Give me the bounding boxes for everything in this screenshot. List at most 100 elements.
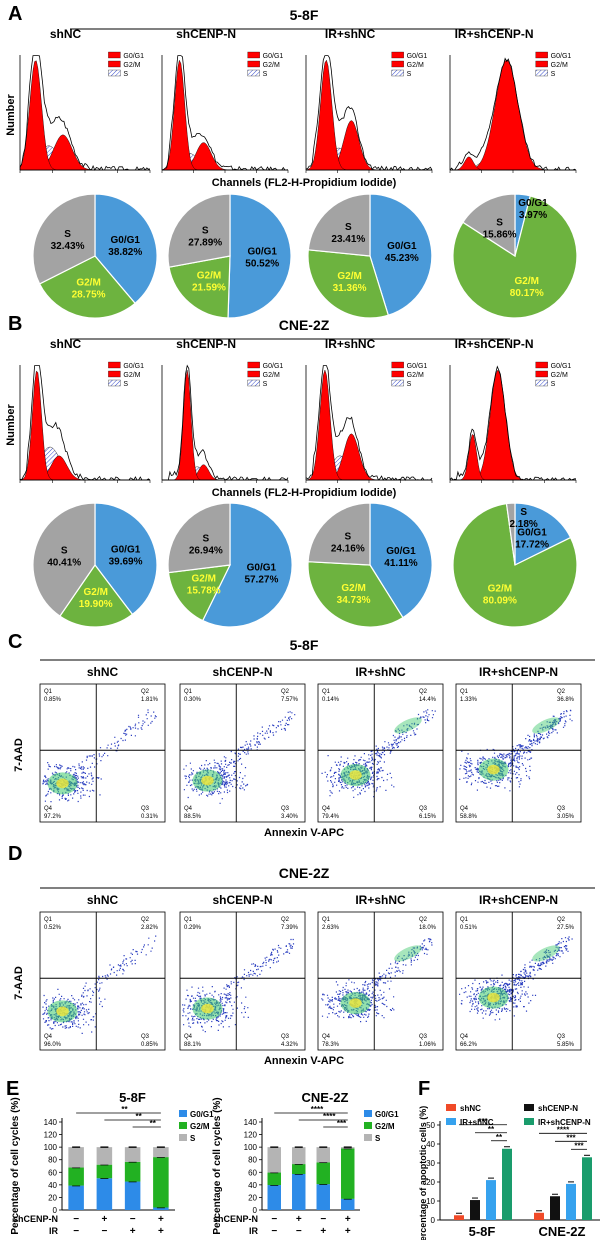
slice-percent-label: 40.41%	[47, 557, 81, 568]
q3-name: Q3	[419, 806, 428, 812]
pie-slice-s	[307, 502, 371, 566]
legend-swatch	[179, 1110, 187, 1117]
histogram-envelope	[161, 55, 289, 171]
legend-label: S	[375, 1134, 381, 1143]
legend-label: G2/M	[551, 372, 568, 379]
legend-label: G0/G1	[375, 1110, 399, 1119]
density-peak	[349, 770, 362, 780]
histogram-ir-shcenp-n: IR+shCENP-N G0/G1 G2/M S	[449, 27, 577, 173]
pie-slice-g0g1	[514, 502, 572, 566]
legend-label: G2/M	[375, 1122, 395, 1131]
y-axis-label: 7-AAD	[13, 738, 25, 772]
slice-percent-label: 3.97%	[519, 210, 547, 221]
pie-slice-g2m	[167, 564, 232, 622]
group-label: IR+shNC	[325, 27, 376, 41]
slice-phase-label: G0/G1	[518, 198, 548, 209]
slice-percent-label: 17.72%	[515, 540, 549, 551]
slice-phase-label: S	[203, 534, 210, 545]
slice-phase-label: G2/M	[76, 278, 100, 289]
slice-phase-label: S	[520, 507, 527, 518]
legend-swatch	[524, 1104, 534, 1111]
condition-mark: +	[158, 1214, 164, 1225]
legend-label: G0/G1	[123, 363, 144, 370]
bar-shcenp-n	[470, 1200, 480, 1220]
flow-plot-ir-shcenp-n: IR+shCENP-N Q1 0.51% Q2 27.5% Q4 66.2% Q3 5.85%	[455, 893, 582, 1051]
legend-swatch	[247, 370, 260, 378]
q3-name: Q3	[557, 806, 566, 812]
legend-label: G2/M	[263, 62, 280, 69]
q4-name: Q4	[184, 806, 193, 812]
slice-phase-label: G0/G1	[517, 528, 547, 539]
pie-slice-g2m	[452, 502, 578, 628]
density-q2	[394, 717, 422, 734]
q2-value: 18.0%	[419, 925, 437, 931]
plot-frame	[317, 911, 444, 1051]
group-label: shNC	[50, 337, 82, 351]
chart-title: CNE-2Z	[302, 1090, 349, 1105]
slice-phase-label: G0/G1	[248, 247, 278, 258]
q4-value: 97.2%	[44, 814, 62, 820]
q4-value: 78.3%	[322, 1042, 340, 1048]
q1-name: Q1	[44, 689, 53, 695]
y-tick-label: 20	[426, 1178, 435, 1187]
g0g1-peak	[162, 369, 288, 481]
significance-stars: **	[488, 1125, 495, 1134]
legend-label: G2/M	[123, 372, 140, 379]
slice-phase-label: G2/M	[192, 574, 216, 585]
bar-ir-shcenp-n	[502, 1148, 512, 1220]
group-label: shNC	[87, 893, 119, 907]
y-tick-label: 40	[248, 1181, 257, 1190]
slice-percent-label: 34.73%	[337, 595, 371, 606]
pie-slice-g0g1	[201, 502, 293, 628]
density-peak	[56, 778, 69, 789]
histogram-shcenp-n: shCENP-N G0/G1 G2/M S	[161, 337, 289, 483]
group-axis-label: 5-8F	[469, 1224, 496, 1239]
legend-swatch	[247, 51, 260, 59]
y-tick-label: 140	[244, 1118, 258, 1127]
slice-percent-label: 38.82%	[108, 247, 142, 258]
legend-label: S	[123, 71, 128, 78]
legend-swatch	[391, 361, 404, 369]
slice-phase-label: G0/G1	[247, 562, 277, 573]
condition-mark: −	[73, 1214, 79, 1225]
legend-swatch	[535, 69, 548, 77]
legend-swatch	[179, 1122, 187, 1129]
q4-name: Q4	[322, 1034, 331, 1040]
q2-name: Q2	[141, 689, 150, 695]
plot-frame	[39, 911, 166, 1051]
significance-stars: **	[121, 1105, 128, 1114]
flow-plot-ir-shnc: IR+shNC Q1 2.63% Q2 18.0% Q4 78.3% Q3 1.06%	[317, 893, 444, 1051]
q1-name: Q1	[322, 917, 331, 923]
legend-swatch	[108, 60, 121, 68]
q4-value: 88.5%	[184, 814, 202, 820]
y-tick-label: 120	[244, 1131, 258, 1140]
significance-stars: ****	[323, 1112, 336, 1121]
y-tick-label: 40	[48, 1181, 57, 1190]
bar-segment-g2m	[68, 1167, 84, 1186]
significance-stars: ****	[311, 1105, 324, 1114]
q3-value: 0.31%	[141, 814, 159, 820]
g0g1-peak	[305, 369, 432, 481]
pie-slice-s	[167, 193, 231, 268]
significance-stars: **	[150, 1119, 157, 1128]
density-peak	[487, 992, 500, 1003]
slice-percent-label: 23.41%	[331, 234, 365, 245]
legend-swatch	[108, 379, 121, 387]
q1-value: 0.85%	[44, 697, 62, 703]
legend-swatch	[108, 370, 121, 378]
legend-swatch	[535, 370, 548, 378]
stacked-bar-5-8f: 5-8F Percentage of cell cycles (%) 0 20 40 60…	[10, 1090, 214, 1237]
q2-name: Q2	[419, 689, 428, 695]
group-label: IR+shNC	[325, 337, 376, 351]
pie-slice-g0g1	[94, 193, 158, 305]
condition-label: IR	[249, 1226, 259, 1236]
g0g1-peak	[19, 370, 150, 481]
condition-mark: +	[345, 1226, 351, 1237]
legend-label: G2/M	[190, 1122, 210, 1131]
y-tick-label: 40	[426, 1140, 435, 1149]
y-axis-label: Percentage of cell cycles (%)	[10, 1097, 21, 1234]
density-peak	[201, 1003, 214, 1014]
legend-swatch	[446, 1104, 456, 1111]
